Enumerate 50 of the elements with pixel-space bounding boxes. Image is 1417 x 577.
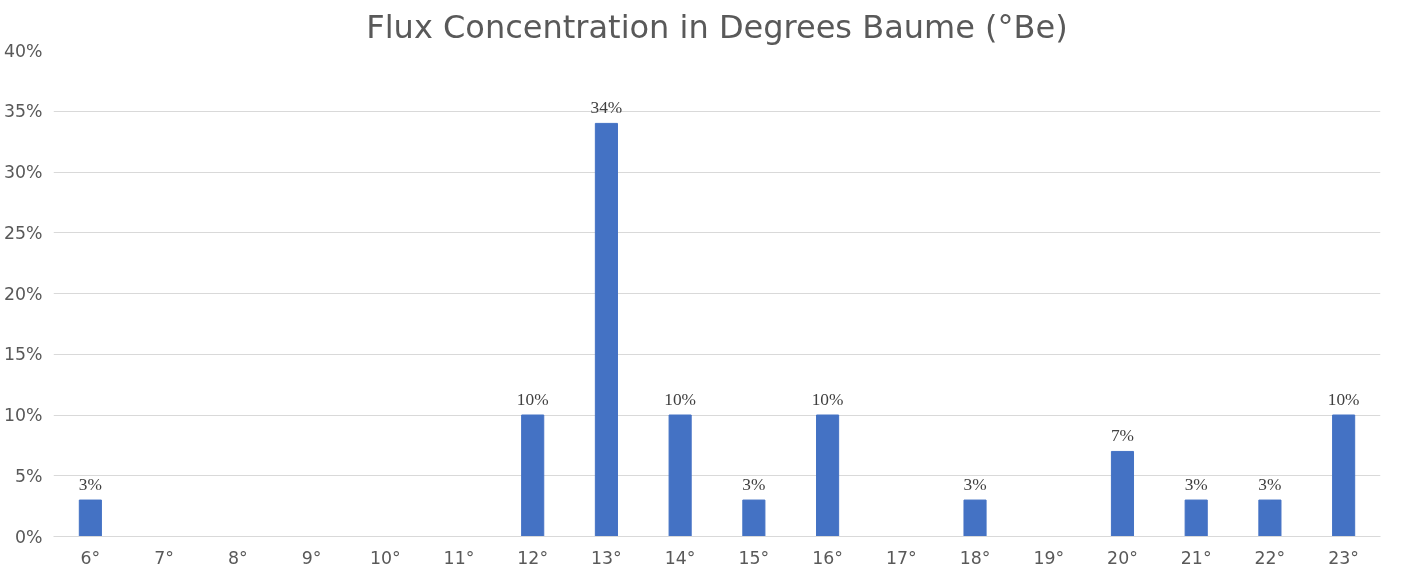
x-tick-label: 20° — [1107, 547, 1138, 568]
chart-title: Flux Concentration in Degrees Baume (°Be) — [366, 7, 1068, 46]
data-label: 10% — [1327, 390, 1360, 409]
x-tick-label: 18° — [959, 547, 991, 568]
x-tick-label: 21° — [1180, 547, 1212, 568]
bar — [1258, 499, 1282, 537]
bar — [521, 414, 545, 537]
x-tick-label: 9° — [301, 547, 322, 568]
x-tick-label: 17° — [885, 547, 917, 568]
bar — [1184, 499, 1208, 537]
bar — [816, 414, 840, 537]
y-tick-label: 40% — [3, 40, 43, 61]
x-tick-label: 13° — [591, 547, 622, 568]
y-tick-label: 15% — [3, 344, 43, 365]
x-tick-label: 22° — [1254, 547, 1286, 568]
data-label: 3% — [963, 475, 987, 495]
y-tick-label: 0% — [15, 526, 43, 547]
x-tick-label: 16° — [812, 547, 843, 568]
x-tick-label: 7° — [154, 547, 174, 568]
x-tick-label: 14° — [664, 547, 696, 568]
bar — [1110, 450, 1135, 537]
y-tick-label: 25% — [3, 222, 43, 243]
y-tick-label: 10% — [3, 405, 43, 425]
y-tick-label: 5% — [15, 465, 43, 486]
data-label: 7% — [1110, 426, 1135, 446]
x-tick-label: 15° — [738, 547, 770, 568]
bar — [1332, 414, 1356, 537]
bar — [668, 414, 692, 537]
data-label: 3% — [78, 475, 102, 495]
x-tick-label: 10° — [369, 547, 401, 568]
x-tick-label: 11° — [443, 547, 475, 568]
bar — [963, 499, 987, 537]
data-label: 10% — [664, 390, 697, 409]
x-tick-label: 23° — [1328, 547, 1359, 568]
x-tick-label: 12° — [517, 547, 549, 568]
x-tick-label: 19° — [1033, 547, 1065, 568]
data-label: 3% — [742, 475, 766, 495]
data-label: 34% — [590, 98, 623, 118]
data-label: 3% — [1258, 475, 1282, 495]
bar — [78, 499, 102, 537]
y-tick-label: 35% — [3, 101, 43, 122]
data-label: 3% — [1184, 475, 1208, 495]
data-label: 10% — [516, 390, 549, 409]
x-tick-label: 8° — [227, 547, 248, 568]
y-tick-label: 20% — [3, 283, 43, 304]
bar — [594, 122, 618, 537]
y-tick-label: 30% — [3, 162, 43, 182]
data-label: 10% — [811, 390, 844, 409]
x-tick-label: 6° — [80, 547, 101, 568]
bar — [742, 499, 766, 537]
